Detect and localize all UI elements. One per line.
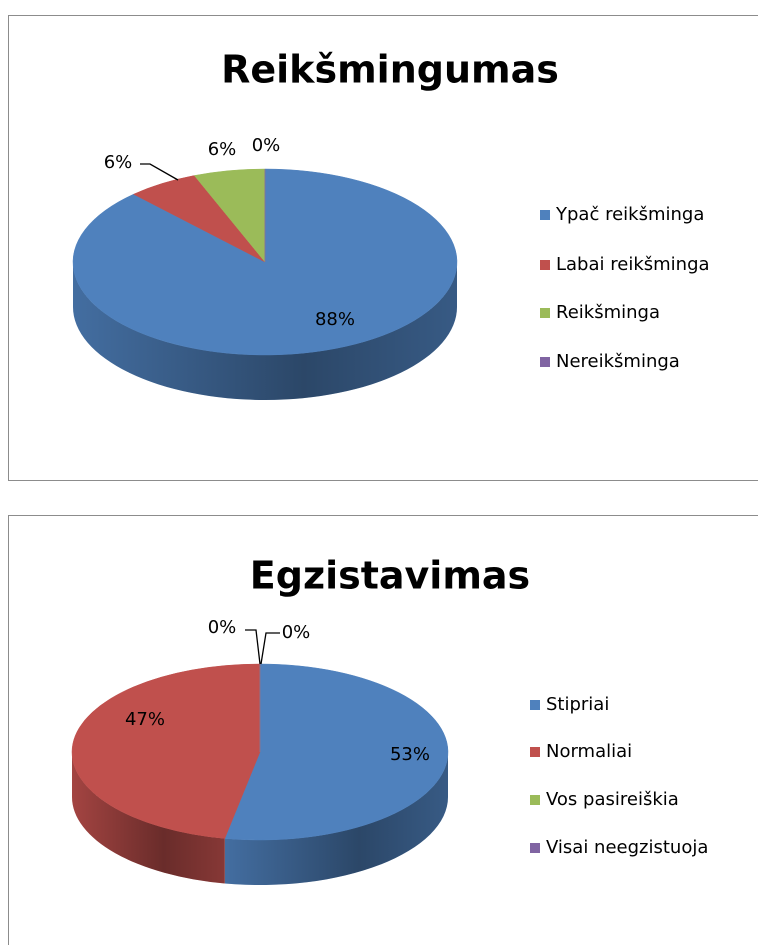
legend-label: Vos pasireiškia [546,789,679,810]
legend-label: Nereikšminga [556,351,680,372]
legend-swatch [530,700,540,710]
legend-swatch [530,747,540,757]
legend-swatch [540,260,550,270]
legend-label: Reikšminga [556,302,660,323]
legend-label: Stipriai [546,694,609,715]
legend-swatch [540,308,550,318]
legend-swatch [540,357,550,367]
data-label: 88% [315,309,355,330]
legend-label: Ypač reikšminga [555,204,704,225]
data-label: 0% [252,135,281,156]
legend-label: Normaliai [546,741,632,762]
chart-title: Egzistavimas [250,554,530,598]
legend-swatch [530,795,540,805]
data-label: 6% [208,139,237,160]
legend-swatch [530,843,540,853]
data-label: 6% [104,152,133,173]
data-label: 53% [390,744,430,765]
data-label: 0% [208,617,237,638]
data-label: 47% [125,709,165,730]
legend-swatch [540,210,550,220]
legend-label: Labai reikšminga [556,254,710,275]
legend-label: Visai neegzistuoja [546,837,708,858]
data-label: 0% [282,622,311,643]
chart-title: Reikšmingumas [221,48,559,92]
